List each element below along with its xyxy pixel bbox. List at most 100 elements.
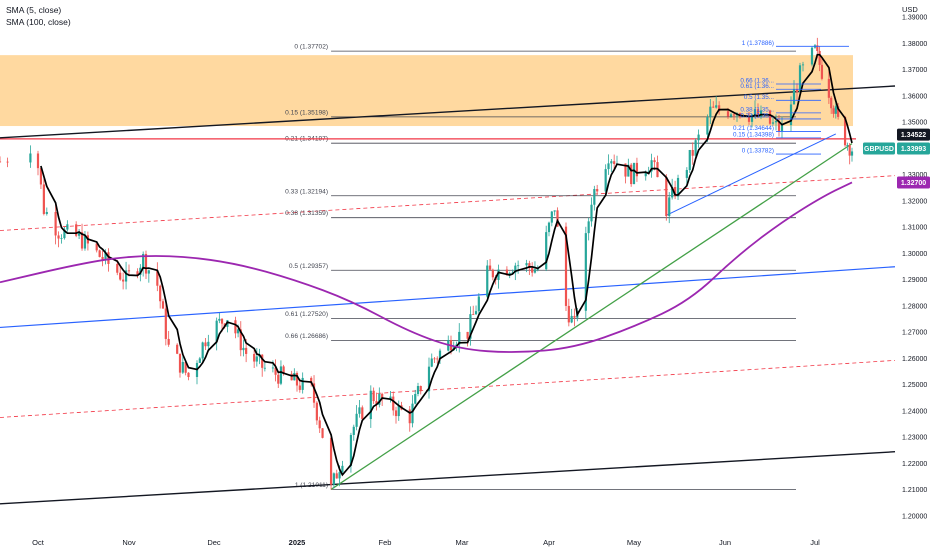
x-tick-label-8: Jun	[719, 538, 731, 547]
candle-body	[497, 269, 500, 280]
candle-body	[671, 187, 674, 198]
candle-body	[604, 169, 607, 192]
candle-body	[321, 428, 324, 438]
candle-body	[709, 106, 712, 118]
candle-body	[650, 160, 653, 172]
candle-body	[584, 233, 587, 311]
symbol-price-badge-text: 1.33993	[901, 146, 926, 153]
candle-body	[239, 329, 242, 351]
candle-body	[394, 410, 398, 417]
candle-body	[567, 305, 570, 323]
legend-sma5[interactable]: SMA (5, close)	[6, 5, 62, 15]
candle-body	[517, 265, 520, 267]
candle-body	[332, 473, 336, 485]
x-tick-label-0: Oct	[32, 538, 45, 547]
x-tick-label-9: Jul	[810, 538, 820, 547]
candle-body	[630, 164, 633, 185]
candle-body	[122, 279, 125, 282]
candle-body	[381, 393, 384, 400]
candle-body	[715, 105, 718, 108]
symbol-name-badge-text: GBPUSD	[864, 146, 894, 153]
candle-body	[830, 97, 833, 109]
candle-body	[795, 89, 799, 92]
candle-body	[167, 338, 170, 345]
price-axis-bg	[897, 0, 932, 550]
indicator-legend: SMA (5, close) SMA (100, close)	[6, 4, 71, 28]
candle-body	[750, 114, 754, 122]
candle-body	[164, 308, 167, 339]
candle-body	[341, 465, 344, 473]
trendline-red-dashed-bottom	[0, 359, 896, 418]
candle-body	[545, 232, 548, 270]
time-axis-bg	[0, 534, 897, 550]
candle-body	[77, 232, 81, 236]
candle-body	[220, 318, 224, 324]
candle-body	[255, 356, 258, 362]
candle-body	[159, 285, 162, 302]
candle-body	[491, 269, 494, 278]
candle-body	[282, 366, 285, 374]
candle-body	[29, 153, 32, 163]
candle-body	[419, 386, 422, 392]
candle-body	[75, 224, 78, 236]
fib-recent-label-2: 0.61 (1.36...	[740, 83, 774, 90]
fib-recent-label-4: 0.38 (1.35...	[740, 106, 774, 113]
candle-body	[436, 358, 439, 360]
y-tick-label-15: 1.24000	[902, 408, 927, 415]
candle-body	[315, 402, 318, 421]
candle-body	[691, 149, 694, 156]
trendline-blue-short	[666, 133, 837, 216]
x-tick-label-1: Nov	[122, 538, 136, 547]
x-tick-label-4: Feb	[379, 538, 392, 547]
candle-body	[564, 226, 568, 306]
resistance-zone	[0, 55, 853, 127]
candle-body	[338, 472, 341, 479]
candle-body	[392, 396, 395, 411]
x-tick-label-2: Dec	[207, 538, 221, 547]
candle-body	[458, 331, 461, 345]
candle-body	[369, 390, 372, 420]
candle-body	[438, 350, 442, 359]
fib-recent-label-5: 0.33 (1.35...	[740, 112, 774, 119]
legend-sma100[interactable]: SMA (100, close)	[6, 17, 71, 27]
candle-body	[261, 354, 264, 368]
candle-body	[488, 265, 492, 270]
candle-body	[697, 134, 700, 141]
x-tick-label-3: 2025	[289, 538, 306, 547]
candle-body	[533, 269, 537, 273]
candle-body	[301, 377, 304, 390]
candle-body	[846, 145, 849, 146]
candle-body	[789, 104, 793, 126]
candle-body	[570, 315, 573, 323]
candle-body	[632, 162, 636, 185]
y-tick-label-16: 1.23000	[902, 435, 927, 442]
candle-body	[104, 252, 107, 261]
candle-body	[277, 374, 280, 384]
candle-body	[818, 50, 821, 65]
fib-recent-label-7: 0.15 (1.34398)	[733, 131, 774, 138]
candle-body	[156, 270, 159, 286]
candle-body	[607, 163, 610, 170]
fib-recent-label-3: 0.5 (1.35...	[744, 94, 774, 101]
candle-body	[127, 270, 131, 272]
candle-body	[768, 110, 772, 124]
candle-body	[293, 372, 296, 381]
candle-body	[718, 105, 721, 112]
candle-body	[6, 161, 9, 163]
candle-body	[329, 437, 333, 485]
candle-body	[310, 377, 313, 384]
candle-body	[798, 65, 802, 92]
candle-body	[536, 269, 539, 270]
candle-body	[66, 224, 69, 230]
fib-main-label-3: 0.33 (1.32194)	[285, 188, 328, 195]
fib-main-label-6: 0.61 (1.27520)	[285, 311, 328, 318]
candle-body	[389, 396, 392, 400]
candle-body	[834, 106, 837, 114]
candle-body	[531, 267, 534, 273]
sma100-line	[0, 181, 853, 353]
candle-body	[477, 296, 480, 312]
candle-body	[414, 393, 417, 404]
candle-body	[673, 187, 677, 197]
candle-body	[596, 189, 599, 192]
